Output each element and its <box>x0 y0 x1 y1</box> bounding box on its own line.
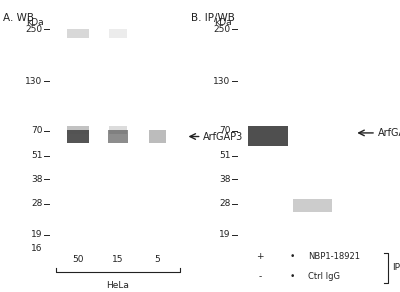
Text: ArfGAP3: ArfGAP3 <box>203 131 244 142</box>
Bar <box>108 131 128 142</box>
Text: +: + <box>256 253 264 261</box>
Bar <box>248 126 288 146</box>
Text: 70: 70 <box>219 126 231 135</box>
Bar <box>67 126 90 134</box>
Bar <box>109 25 127 38</box>
Text: 16: 16 <box>31 244 43 253</box>
Bar <box>109 126 127 134</box>
Text: 19: 19 <box>31 230 43 239</box>
Text: -: - <box>258 272 262 281</box>
Text: B. IP/WB: B. IP/WB <box>190 13 234 23</box>
Text: 5: 5 <box>155 255 160 264</box>
Text: •: • <box>289 272 295 281</box>
Text: kDa: kDa <box>214 18 232 27</box>
Text: IP: IP <box>392 263 400 272</box>
Text: ArfGAP3: ArfGAP3 <box>378 128 400 138</box>
Text: 130: 130 <box>213 77 231 86</box>
Text: 28: 28 <box>31 199 43 208</box>
Text: HeLa: HeLa <box>106 281 130 290</box>
Text: Ctrl IgG: Ctrl IgG <box>308 272 340 281</box>
Bar <box>149 131 166 142</box>
Text: 70: 70 <box>31 126 43 135</box>
Text: NBP1-18921: NBP1-18921 <box>308 253 360 261</box>
Text: 19: 19 <box>219 230 231 239</box>
Text: 130: 130 <box>25 77 43 86</box>
Text: kDa: kDa <box>26 18 44 27</box>
Text: 250: 250 <box>26 25 43 34</box>
Text: 38: 38 <box>219 175 231 184</box>
Bar <box>293 199 332 212</box>
Text: A. WB: A. WB <box>3 13 34 23</box>
Text: 28: 28 <box>219 199 231 208</box>
Bar <box>67 131 90 142</box>
Text: 250: 250 <box>214 25 231 34</box>
Text: •: • <box>289 253 295 261</box>
Text: 50: 50 <box>73 255 84 264</box>
Text: 38: 38 <box>31 175 43 184</box>
Bar <box>67 25 90 38</box>
Text: 51: 51 <box>219 151 231 160</box>
Text: 15: 15 <box>112 255 124 264</box>
Text: 51: 51 <box>31 151 43 160</box>
